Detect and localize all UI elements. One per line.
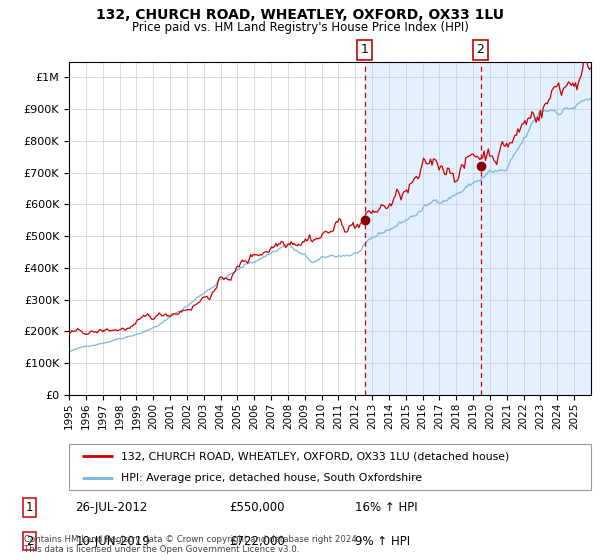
FancyBboxPatch shape [69, 444, 591, 490]
Text: £722,000: £722,000 [229, 535, 285, 548]
Text: 9% ↑ HPI: 9% ↑ HPI [355, 535, 410, 548]
Text: 132, CHURCH ROAD, WHEATLEY, OXFORD, OX33 1LU: 132, CHURCH ROAD, WHEATLEY, OXFORD, OX33… [96, 8, 504, 22]
Text: HPI: Average price, detached house, South Oxfordshire: HPI: Average price, detached house, Sout… [121, 473, 422, 483]
Text: 26-JUL-2012: 26-JUL-2012 [76, 501, 148, 514]
Text: Price paid vs. HM Land Registry's House Price Index (HPI): Price paid vs. HM Land Registry's House … [131, 21, 469, 34]
Text: 132, CHURCH ROAD, WHEATLEY, OXFORD, OX33 1LU (detached house): 132, CHURCH ROAD, WHEATLEY, OXFORD, OX33… [121, 451, 509, 461]
Bar [365, 62, 591, 395]
Text: 10-JUN-2019: 10-JUN-2019 [76, 535, 150, 548]
Text: 2: 2 [26, 535, 34, 548]
Text: 2: 2 [476, 43, 484, 56]
Text: 1: 1 [361, 43, 369, 56]
Text: Contains HM Land Registry data © Crown copyright and database right 2024.
This d: Contains HM Land Registry data © Crown c… [24, 535, 359, 554]
Text: 16% ↑ HPI: 16% ↑ HPI [355, 501, 417, 514]
Text: 1: 1 [26, 501, 34, 514]
Text: £550,000: £550,000 [229, 501, 285, 514]
